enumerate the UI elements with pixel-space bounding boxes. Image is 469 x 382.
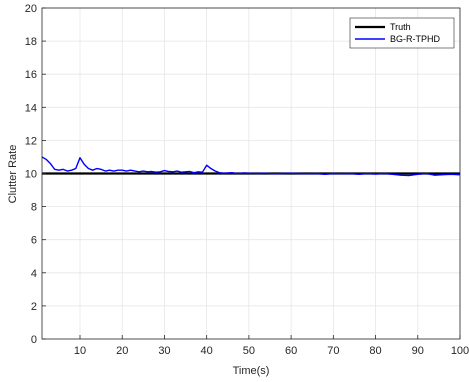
x-tick-label: 20 [116, 345, 128, 357]
y-tick-label: 8 [31, 202, 37, 214]
y-tick-label: 16 [25, 69, 37, 81]
x-axis-label: Time(s) [233, 365, 270, 377]
y-tick-label: 6 [31, 235, 37, 247]
y-axis-label: Clutter Rate [7, 145, 19, 204]
y-tick-label: 12 [25, 135, 37, 147]
x-tick-label: 40 [201, 345, 213, 357]
series-line-bg-r-tphd [41, 156, 461, 177]
legend-box [349, 17, 455, 49]
y-tick-label: 18 [25, 36, 37, 48]
legend: Truth BG-R-TPHD [349, 17, 455, 49]
x-tick-label: 100 [451, 345, 469, 357]
x-tick-label: 80 [369, 345, 381, 357]
x-tick-label: 90 [412, 345, 424, 357]
legend-entry: Truth [390, 22, 411, 32]
x-tick-label: 60 [285, 345, 297, 357]
x-tick-label: 70 [327, 345, 339, 357]
y-tick-label: 20 [25, 3, 37, 15]
y-axis-ticks: 0 2 4 6 8 10 12 14 16 18 20 [25, 3, 46, 346]
x-tick-label: 30 [158, 345, 170, 357]
y-tick-label: 14 [25, 102, 37, 114]
legend-entry: BG-R-TPHD [390, 34, 440, 44]
x-tick-label: 50 [243, 345, 255, 357]
y-tick-label: 2 [31, 301, 37, 313]
y-tick-label: 0 [31, 334, 37, 346]
y-tick-label: 4 [31, 268, 37, 280]
series-lines [41, 156, 461, 177]
x-axis-ticks: 10 20 30 40 50 60 70 80 90 100 [74, 335, 469, 357]
x-tick-label: 10 [74, 345, 86, 357]
y-tick-label: 10 [25, 169, 37, 181]
